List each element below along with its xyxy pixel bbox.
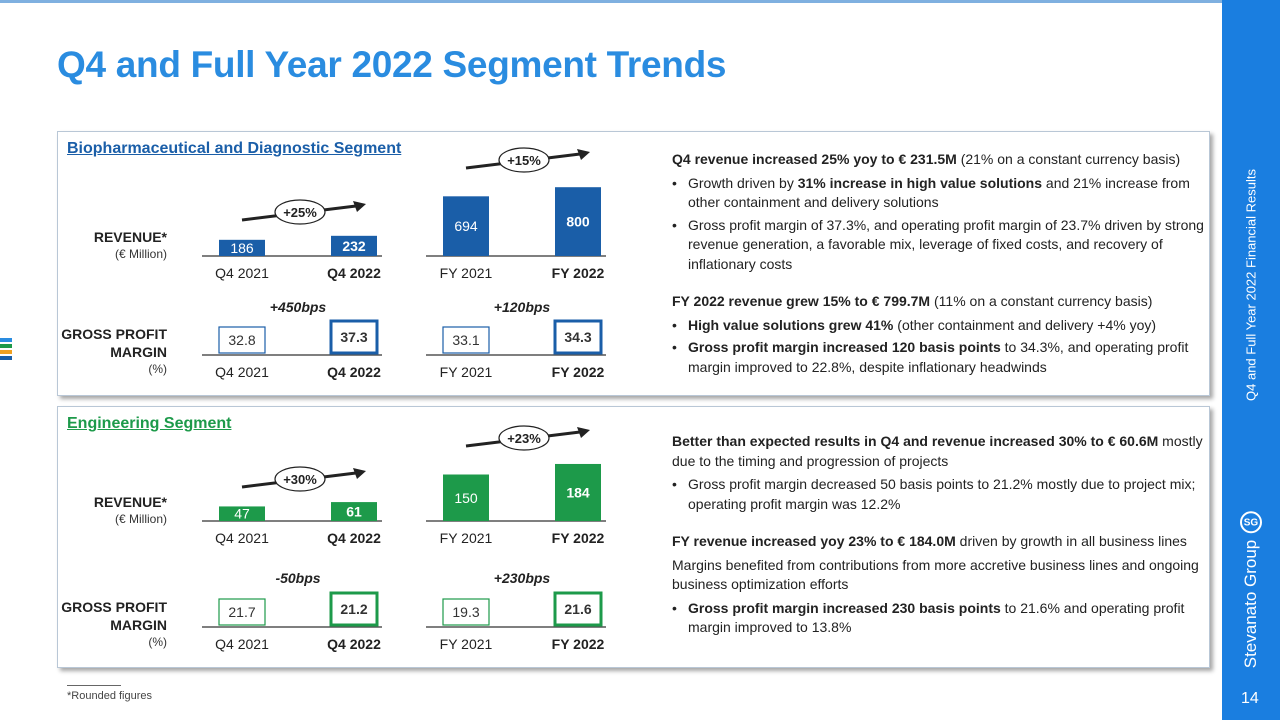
gpm-7-box-1 <box>553 591 603 627</box>
list-item: Gross profit margin increased 120 basis … <box>672 338 1207 377</box>
rev-0-value-0: 186 <box>230 240 254 256</box>
gpm-3-change-label: +120bps <box>494 299 551 315</box>
rev-0-change-label: +25% <box>283 205 317 220</box>
rev-0-bar-1 <box>331 235 377 256</box>
gpm-6-box-0 <box>218 598 266 626</box>
gpm-6-change-label: -50bps <box>275 570 320 586</box>
rev-4-change-label: +30% <box>283 472 317 487</box>
gpm-6-tick-1: Q4 2022 <box>327 636 381 652</box>
rev-5-bar-1 <box>555 463 601 521</box>
left-color-strip <box>0 338 12 368</box>
bio-segment-title: Biopharmaceutical and Diagnostic Segment <box>67 140 402 157</box>
gpm-2-tick-0: Q4 2021 <box>215 364 269 380</box>
rev-5-tick-0: FY 2021 <box>440 530 493 546</box>
rev-5-bar-0 <box>443 474 489 521</box>
gpm-2-box-0 <box>218 326 266 354</box>
gpm-2-box-1 <box>329 319 379 355</box>
rev-4-change-bubble <box>274 466 326 492</box>
rev-5-change-label: +23% <box>507 431 541 446</box>
list-item: Gross profit margin of 37.3%, and operat… <box>672 216 1207 275</box>
eng-gpm-label: GROSS PROFIT MARGIN (%) <box>61 599 167 649</box>
rev-0-change-bubble <box>274 199 326 225</box>
rev-5-change-bubble <box>498 425 550 451</box>
gpm-7-value-1: 21.6 <box>564 601 591 617</box>
rev-1-tick-1: FY 2022 <box>552 265 605 281</box>
list-item: High value solutions grew 41% (other con… <box>672 316 1207 336</box>
rev-1-tick-0: FY 2021 <box>440 265 493 281</box>
gpm-7-tick-1: FY 2022 <box>552 636 605 652</box>
gpm-2-tick-1: Q4 2022 <box>327 364 381 380</box>
rev-0-tick-1: Q4 2022 <box>327 265 381 281</box>
gpm-7-tick-0: FY 2021 <box>440 636 493 652</box>
brand-name: Stevanato Group <box>1241 539 1260 669</box>
rev-4-value-1: 61 <box>346 504 362 520</box>
gpm-3-tick-0: FY 2021 <box>440 364 493 380</box>
gpm-3-tick-1: FY 2022 <box>552 364 605 380</box>
rev-4-tick-0: Q4 2021 <box>215 530 269 546</box>
rev-1-bar-1 <box>555 187 601 256</box>
eng-commentary: Better than expected results in Q4 and r… <box>672 432 1207 641</box>
page-number: 14 <box>1241 690 1259 707</box>
rev-4-arrow-head <box>353 468 366 479</box>
segment-charts: 186 Q4 2021 232 Q4 2022 +25% 694 FY 2021 800 FY … <box>202 147 606 652</box>
rev-5-arrow-head <box>577 427 590 438</box>
gpm-3-box-1 <box>553 319 603 355</box>
rev-1-value-0: 694 <box>454 218 478 234</box>
brand-logo: Stevanato Group SG <box>1240 511 1262 669</box>
gpm-3-value-1: 34.3 <box>564 329 591 345</box>
rev-0-value-1: 232 <box>342 238 366 254</box>
rev-4-bar-0 <box>219 506 265 521</box>
top-rule <box>0 0 1222 3</box>
rev-5-value-1: 184 <box>566 484 590 500</box>
gpm-7-value-0: 19.3 <box>452 604 479 620</box>
list-item: Gross profit margin decreased 50 basis p… <box>672 475 1207 514</box>
rev-1-arrow-head <box>577 149 590 160</box>
footnote: *Rounded figures <box>67 690 153 702</box>
sidebar <box>1222 0 1280 720</box>
gpm-2-change-label: +450bps <box>270 299 327 315</box>
bio-commentary: Q4 revenue increased 25% yoy to € 231.5M… <box>672 150 1207 380</box>
rev-5-value-0: 150 <box>454 490 478 506</box>
list-item: Gross profit margin increased 230 basis … <box>672 599 1207 638</box>
gpm-3-box-0 <box>442 326 490 354</box>
rev-4-bar-1 <box>331 502 377 521</box>
rev-4-value-0: 47 <box>234 506 250 522</box>
gpm-7-box-0 <box>442 598 490 626</box>
list-item: Growth driven by 31% increase in high va… <box>672 174 1207 213</box>
page-title: Q4 and Full Year 2022 Segment Trends <box>57 44 727 85</box>
gpm-6-value-0: 21.7 <box>228 604 255 620</box>
bio-revenue-label: REVENUE* (€ Million) <box>93 229 167 261</box>
sidebar-caption: Q4 and Full Year 2022 Financial Results <box>1243 169 1259 401</box>
rev-0-tick-0: Q4 2021 <box>215 265 269 281</box>
rev-1-value-1: 800 <box>566 214 590 230</box>
eng-segment-title: Engineering Segment <box>67 415 232 432</box>
footnote-rule <box>67 685 121 686</box>
gpm-6-box-1 <box>329 591 379 627</box>
rev-0-bar-0 <box>219 239 265 256</box>
rev-5-tick-1: FY 2022 <box>552 530 605 546</box>
bio-gpm-label: GROSS PROFIT MARGIN (%) <box>61 326 167 376</box>
rev-1-change-bubble <box>498 147 550 173</box>
sg-logo-icon: SG <box>1240 511 1262 534</box>
gpm-6-value-1: 21.2 <box>340 601 367 617</box>
gpm-7-change-label: +230bps <box>494 570 551 586</box>
gpm-2-value-1: 37.3 <box>340 329 367 345</box>
gpm-3-value-0: 33.1 <box>452 332 479 348</box>
rev-4-tick-1: Q4 2022 <box>327 530 381 546</box>
rev-0-arrow-head <box>353 201 366 212</box>
gpm-6-tick-0: Q4 2021 <box>215 636 269 652</box>
eng-revenue-label: REVENUE* (€ Million) <box>93 494 167 526</box>
rev-1-change-label: +15% <box>507 153 541 168</box>
rev-1-bar-0 <box>443 196 489 256</box>
gpm-2-value-0: 32.8 <box>228 332 255 348</box>
